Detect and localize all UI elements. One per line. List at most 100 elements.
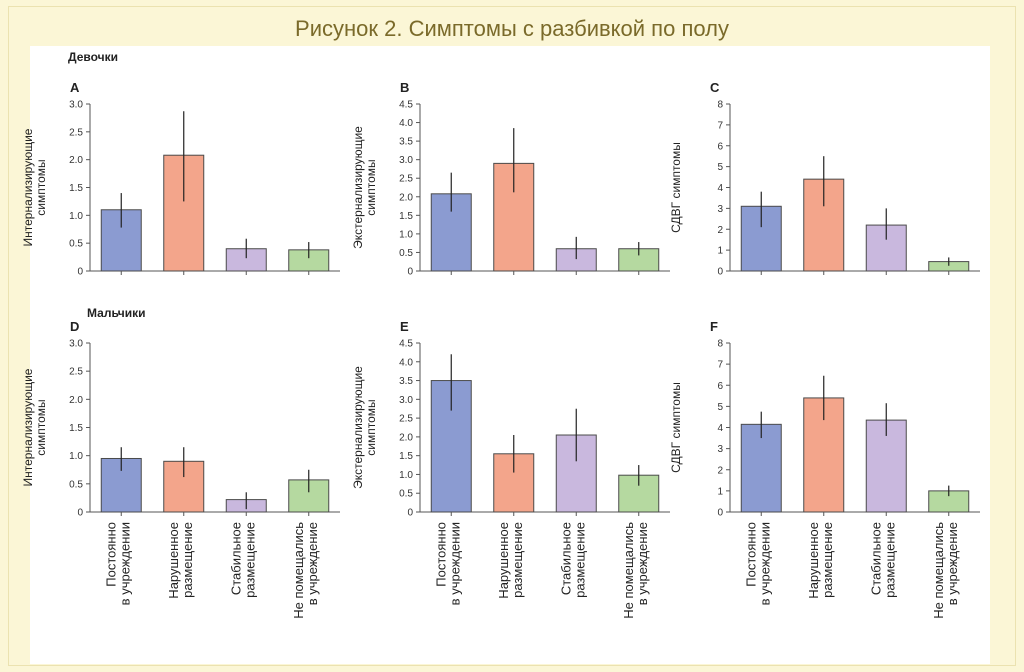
y-tick-label: 5 — [717, 402, 723, 413]
y-tick-label: 4 — [717, 183, 723, 194]
panel-letter: A — [70, 80, 80, 95]
y-tick-label: 0 — [717, 508, 723, 519]
x-category-label: Стабильное — [228, 522, 243, 595]
y-tick-label: 4.0 — [399, 357, 413, 368]
panel-letter: B — [400, 80, 409, 95]
figure-title: Рисунок 2. Симптомы с разбивкой по полу — [295, 16, 729, 41]
y-tick-label: 7 — [717, 120, 723, 131]
x-category-label: Постоянно — [433, 522, 448, 587]
x-category-label: Нарушенное — [806, 522, 821, 599]
y-tick-label: 1.0 — [69, 211, 83, 222]
x-category-label: в учреждение — [945, 522, 960, 605]
y-tick-label: 1.0 — [69, 451, 83, 462]
x-category-label: Не помещались — [931, 522, 946, 619]
y-tick-label: 2.0 — [69, 155, 83, 166]
y-tick-label: 3.5 — [399, 137, 413, 148]
x-category-label: размещение — [572, 522, 587, 598]
y-tick-label: 1.5 — [399, 211, 413, 222]
x-category-label: размещение — [510, 522, 525, 598]
y-tick-label: 2.5 — [399, 414, 413, 425]
group-label-girls: Девочки — [68, 50, 118, 64]
y-tick-label: 4.5 — [399, 100, 413, 111]
y-tick-label: 2.0 — [399, 432, 413, 443]
y-tick-label: 2.5 — [399, 174, 413, 185]
panel-letter: E — [400, 319, 409, 334]
y-tick-label: 0 — [407, 267, 413, 278]
x-category-label: Стабильное — [868, 522, 883, 595]
y-axis-label: Интернализирующие — [21, 128, 35, 246]
x-category-label: Не помещались — [291, 522, 306, 619]
y-tick-label: 1.5 — [399, 451, 413, 462]
x-category-label: в учреждение — [305, 522, 320, 605]
panel-letter: C — [710, 80, 720, 95]
y-axis-label: Экстернализирующие — [351, 126, 365, 249]
y-tick-label: 0 — [77, 508, 83, 519]
x-category-label: размещение — [242, 522, 257, 598]
x-category-label: в учреждении — [117, 522, 132, 605]
x-category-label: Постоянно — [743, 522, 758, 587]
y-tick-label: 4 — [717, 423, 723, 434]
y-tick-label: 3 — [717, 204, 723, 215]
y-tick-label: 8 — [717, 100, 723, 111]
y-axis-label: Экстернализирующие — [351, 366, 365, 489]
y-tick-label: 0 — [717, 267, 723, 278]
panel-letter: F — [710, 319, 718, 334]
y-tick-label: 4.0 — [399, 118, 413, 129]
y-tick-label: 1.0 — [399, 470, 413, 481]
y-axis-label: СДВГ симптомы — [669, 142, 683, 233]
y-tick-label: 2.5 — [69, 367, 83, 378]
y-tick-label: 0.5 — [69, 239, 83, 250]
y-tick-label: 2.5 — [69, 127, 83, 138]
y-tick-label: 0 — [407, 508, 413, 519]
y-axis-label: симптомы — [34, 159, 48, 215]
x-category-label: Не помещались — [621, 522, 636, 619]
y-tick-label: 6 — [717, 141, 723, 152]
y-tick-label: 3.0 — [69, 339, 83, 350]
x-category-label: Нарушенное — [496, 522, 511, 599]
y-tick-label: 0.5 — [399, 248, 413, 259]
y-axis-label: Интернализирующие — [21, 368, 35, 486]
y-tick-label: 3.0 — [399, 395, 413, 406]
y-axis-label: симптомы — [364, 399, 378, 455]
x-category-label: Нарушенное — [166, 522, 181, 599]
x-category-label: в учреждение — [635, 522, 650, 605]
panel-e: E 0 0.5 1.0 1.5 2.0 2.5 3.0 3.5 4.0 4.5 Экстернализ… — [351, 319, 670, 619]
y-tick-label: 7 — [717, 360, 723, 371]
y-tick-label: 1 — [717, 486, 723, 497]
y-axis-label: симптомы — [34, 399, 48, 455]
panel-b: B 0 0.5 1.0 1.5 2.0 2.5 3.0 3.5 4.0 4.5 Экстернализ… — [351, 80, 670, 278]
y-tick-label: 1.5 — [69, 423, 83, 434]
panel-c: C 0 1 2 3 4 5 6 7 8 СДВГ симптомы — [669, 80, 980, 278]
y-axis-label: СДВГ симптомы — [669, 382, 683, 473]
group-label-boys: Мальчики — [87, 306, 146, 320]
x-category-label: размещение — [820, 522, 835, 598]
y-tick-label: 5 — [717, 162, 723, 173]
y-tick-label: 3.0 — [399, 155, 413, 166]
x-category-label: в учреждении — [447, 522, 462, 605]
x-category-label: Постоянно — [103, 522, 118, 587]
x-category-label: размещение — [882, 522, 897, 598]
y-tick-label: 3.5 — [399, 376, 413, 387]
y-tick-label: 3 — [717, 444, 723, 455]
y-tick-label: 2.0 — [69, 395, 83, 406]
y-tick-label: 4.5 — [399, 339, 413, 350]
y-tick-label: 0 — [77, 267, 83, 278]
panel-d: D 0 0.5 1.0 1.5 2.0 2.5 3.0 Интернализирующие сим… — [21, 319, 340, 619]
y-tick-label: 1.5 — [69, 183, 83, 194]
y-tick-label: 0.5 — [399, 489, 413, 500]
y-axis-label: симптомы — [364, 159, 378, 215]
y-tick-label: 6 — [717, 381, 723, 392]
y-tick-label: 0.5 — [69, 479, 83, 490]
y-tick-label: 3.0 — [69, 100, 83, 111]
x-category-label: Стабильное — [558, 522, 573, 595]
y-tick-label: 2.0 — [399, 192, 413, 203]
x-category-label: в учреждении — [757, 522, 772, 605]
y-tick-label: 8 — [717, 339, 723, 350]
y-tick-label: 2 — [717, 225, 723, 236]
y-tick-label: 2 — [717, 465, 723, 476]
x-category-label: размещение — [180, 522, 195, 598]
figure-canvas — [30, 46, 990, 664]
y-tick-label: 1.0 — [399, 229, 413, 240]
